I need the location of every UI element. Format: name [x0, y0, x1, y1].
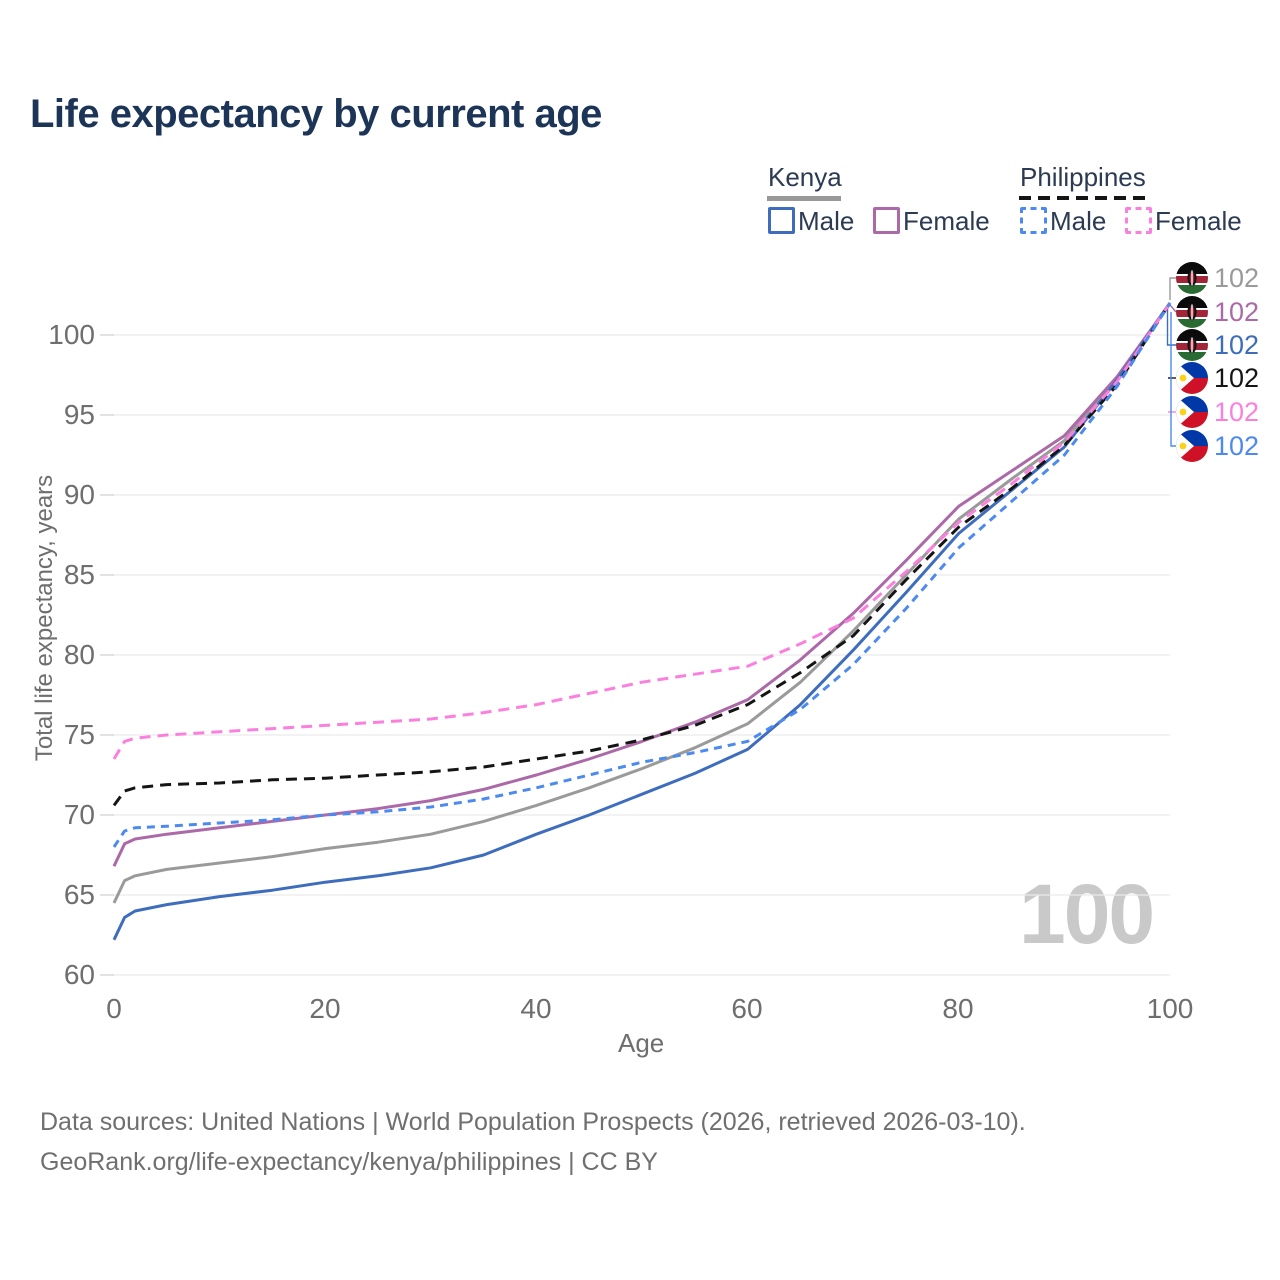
- y-tick-label: 75: [63, 719, 95, 750]
- x-tick-label: 20: [309, 993, 341, 1024]
- x-tick-label: 0: [106, 993, 122, 1024]
- footer-attribution: GeoRank.org/life-expectancy/kenya/philip…: [40, 1148, 658, 1176]
- y-tick-label: 90: [63, 479, 95, 510]
- leader-line: [1166, 308, 1176, 346]
- legend-philippines-underline: [1019, 196, 1148, 200]
- series-line-kenya-male: [112, 302, 1172, 941]
- series-line-philippines-male: [112, 302, 1172, 848]
- end-label-value: 102: [1214, 397, 1260, 427]
- end-label-value: 102: [1214, 297, 1260, 327]
- legend-group-kenya-label: Kenya: [768, 162, 842, 192]
- y-tick-label: 100: [48, 319, 95, 350]
- x-tick-label: 80: [942, 993, 974, 1024]
- y-tick-label: 60: [63, 959, 95, 990]
- x-axis-title: Age: [618, 1028, 665, 1058]
- x-tick-label: 40: [520, 993, 552, 1024]
- x-tick-label: 100: [1146, 993, 1194, 1024]
- legend-swatch-kenya-male: [768, 207, 795, 234]
- y-tick-label: 65: [63, 879, 95, 910]
- y-tick-label: 95: [63, 399, 95, 430]
- legend-label-kenya-male: Male: [798, 206, 855, 236]
- legend-swatch-philippines-female: [1125, 207, 1152, 234]
- x-tick-label: 60: [731, 993, 763, 1024]
- series-line-philippines-female: [112, 302, 1172, 760]
- legend-group-philippines-label: Philippines: [1020, 162, 1146, 192]
- page-title: Life expectancy by current age: [30, 92, 602, 136]
- legend-label-philippines-male: Male: [1050, 206, 1107, 236]
- kenya-flag-icon: [1176, 262, 1208, 294]
- philippines-flag-icon: [1176, 396, 1208, 428]
- footer-data-sources: Data sources: United Nations | World Pop…: [40, 1108, 1026, 1136]
- legend-kenya-underline: [767, 196, 841, 201]
- series-line-kenya-all: [112, 302, 1172, 904]
- kenya-flag-icon: [1176, 329, 1208, 361]
- legend-swatch-philippines-male: [1020, 207, 1047, 234]
- kenya-flag-icon: [1176, 296, 1208, 328]
- legend-label-kenya-female: Female: [903, 206, 990, 236]
- series-line-philippines-all: [112, 302, 1172, 807]
- y-tick-label: 85: [63, 559, 95, 590]
- y-tick-label: 70: [63, 799, 95, 830]
- end-label-value: 102: [1214, 330, 1260, 360]
- series-line-kenya-female: [112, 302, 1172, 867]
- end-label-value: 102: [1214, 263, 1260, 293]
- legend-label-philippines-female: Female: [1155, 206, 1242, 236]
- philippines-flag-icon: [1176, 362, 1208, 394]
- end-label-value: 102: [1214, 363, 1260, 393]
- legend-swatch-kenya-female: [873, 207, 900, 234]
- end-label-value: 102: [1214, 431, 1260, 461]
- watermark-age: 100: [1019, 867, 1155, 961]
- philippines-flag-icon: [1176, 430, 1208, 462]
- y-tick-label: 80: [63, 639, 95, 670]
